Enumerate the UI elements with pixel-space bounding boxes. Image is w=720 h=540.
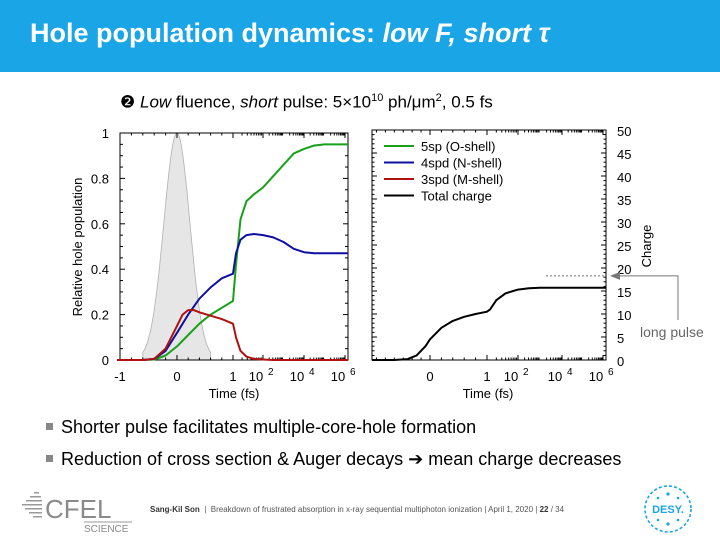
footer: Sang-Kil Son | Breakdown of frustrated a…	[150, 505, 565, 514]
footer-page: 22	[539, 505, 549, 514]
x-tick-label: 1	[229, 369, 236, 384]
bullet-item: Reduction of cross section & Auger decay…	[46, 449, 621, 470]
x-tick-label: 10	[290, 369, 304, 384]
series-line	[117, 143, 348, 361]
desy-logo: DESY.	[644, 485, 692, 533]
legend-label: 5sp (O-shell)	[421, 139, 495, 154]
x-tick-label: 0	[173, 369, 180, 384]
x-tick-label: -1	[114, 369, 126, 384]
title-italic: low F, short τ	[382, 18, 550, 48]
x-axis-label: Time (fs)	[463, 386, 514, 401]
bullet-square-icon	[46, 454, 53, 462]
footer-author: Sang-Kil Son	[150, 505, 200, 514]
y-tick-label: 25	[617, 239, 631, 254]
x-tick-exponent: 6	[350, 367, 356, 378]
y-tick-label: 0.2	[91, 308, 109, 323]
legend-label: 3spd (M-shell)	[421, 172, 503, 187]
y-tick-label: 0.6	[91, 217, 109, 232]
long-pulse-label: long pulse	[640, 324, 704, 340]
footer-date: April 1, 2020	[488, 505, 534, 514]
slide-title: Hole population dynamics: low F, short τ	[30, 18, 550, 49]
y-tick-label: 50	[617, 124, 631, 139]
desy-logo-text: DESY.	[652, 504, 684, 516]
subtitle-low: Low	[139, 92, 172, 112]
x-tick-label: 1	[483, 369, 490, 384]
x-axis-label: Time (fs)	[209, 386, 260, 401]
x-tick-exponent: 2	[523, 367, 529, 378]
x-tick-exponent: 4	[309, 367, 315, 378]
y-tick-label: 10	[617, 308, 631, 323]
bullet-item: Shorter pulse facilitates multiple-core-…	[46, 417, 476, 438]
x-tick-label: 0	[426, 369, 433, 384]
slide-subtitle: ❷ Low fluence, short pulse: 5×1010 ph/μm…	[120, 92, 493, 113]
x-tick-label: 10	[589, 369, 603, 384]
legend-label: 4spd (N-shell)	[421, 156, 502, 171]
number-marker: ❷	[120, 92, 136, 112]
y-tick-label: 45	[617, 147, 631, 162]
title-bar	[0, 0, 720, 72]
subtitle-short: short	[240, 92, 278, 112]
subtitle-text: pulse: 5×10	[277, 92, 372, 112]
series-line	[372, 286, 606, 361]
subtitle-text: ph/μm	[383, 92, 436, 112]
x-tick-label: 10	[249, 369, 263, 384]
subtitle-exponent: 10	[371, 92, 384, 104]
y-tick-label: 1	[102, 126, 109, 141]
x-tick-label: 10	[548, 369, 562, 384]
bullet-square-icon	[46, 422, 53, 430]
cfel-science-text: SCIENCE	[84, 524, 129, 535]
x-tick-label: 10	[331, 369, 345, 384]
x-tick-exponent: 4	[567, 367, 573, 378]
x-tick-exponent: 2	[268, 367, 274, 378]
title-main: Hole population dynamics:	[30, 18, 383, 48]
y-tick-label: 0	[617, 354, 624, 369]
y-tick-label: 0.8	[91, 171, 109, 186]
cfel-logo: CFEL SCIENCE	[22, 492, 132, 535]
x-tick-label: 10	[504, 369, 518, 384]
series-line	[117, 233, 348, 361]
footer-total: 34	[555, 505, 565, 514]
cfel-logo-text: CFEL	[45, 494, 111, 524]
long-pulse-arrowhead	[610, 271, 620, 280]
y-tick-label: 15	[617, 285, 631, 300]
y-tick-label: 0.4	[91, 262, 109, 277]
long-pulse-connector	[620, 275, 679, 320]
y-tick-label: 35	[617, 193, 631, 208]
footer-talk: Breakdown of frustrated absorption in x-…	[210, 505, 483, 514]
y-tick-label: 20	[617, 262, 631, 277]
series-line	[117, 309, 348, 361]
bullet-text: Shorter pulse facilitates multiple-core-…	[61, 417, 477, 437]
y-tick-label: 5	[617, 331, 624, 346]
bullet-text: Reduction of cross section & Auger decay…	[61, 449, 622, 469]
y-tick-label: 0	[102, 353, 109, 368]
x-tick-exponent: 6	[608, 367, 614, 378]
y-tick-label: 40	[617, 170, 631, 185]
y-axis-label: Relative hole population	[70, 178, 85, 317]
subtitle-text: , 0.5 fs	[441, 92, 493, 112]
subtitle-text: fluence,	[171, 92, 241, 112]
legend-label: Total charge	[421, 189, 492, 204]
y-axis-label: Charge	[639, 225, 654, 268]
y-tick-label: 30	[617, 216, 631, 231]
subtitle-exponent: 2	[435, 92, 442, 104]
